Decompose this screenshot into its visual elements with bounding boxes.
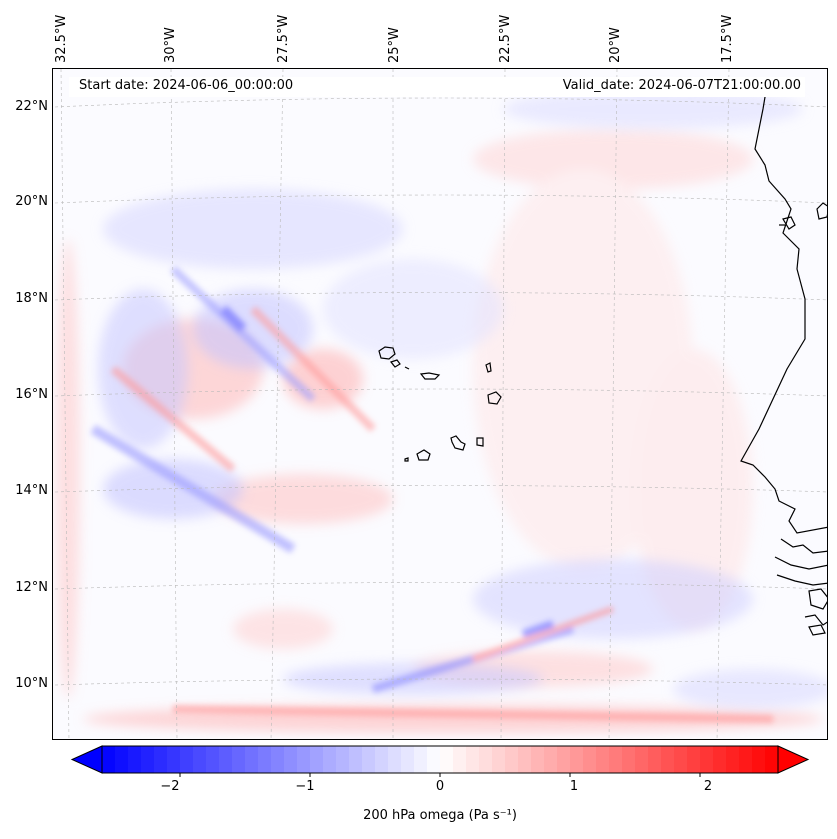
colorbar-cell xyxy=(492,746,506,773)
colorbar-cell xyxy=(687,746,701,773)
colorbar-cell xyxy=(154,746,168,773)
colorbar-cell xyxy=(505,746,519,773)
colorbar-cell xyxy=(193,746,207,773)
colorbar-cell xyxy=(401,746,415,773)
lat-label-12n: 12°N xyxy=(15,580,48,595)
colorbar-cell xyxy=(323,746,337,773)
lon-label-17-5w: 17.5°W xyxy=(720,14,735,63)
colorbar-cell xyxy=(518,746,532,773)
colorbar-cell xyxy=(466,746,480,773)
colorbar-cell xyxy=(180,746,194,773)
colorbar-cell xyxy=(349,746,363,773)
colorbar xyxy=(70,745,810,777)
colorbar-cell xyxy=(479,746,493,773)
colorbar-cell xyxy=(336,746,350,773)
colorbar-cell xyxy=(102,746,116,773)
colorbar-tick-label: −1 xyxy=(295,779,315,794)
colorbar-min-arrow xyxy=(70,745,103,774)
colorbar-cell xyxy=(414,746,428,773)
colorbar-cell xyxy=(583,746,597,773)
colorbar-cell xyxy=(206,746,220,773)
colorbar-cell xyxy=(544,746,558,773)
colorbar-cell xyxy=(141,746,155,773)
colorbar-cell xyxy=(375,746,389,773)
lat-label-10n: 10°N xyxy=(15,676,48,691)
valid-date-text: Valid_date: 2024-06-07T21:00:00.00 xyxy=(562,78,801,93)
colorbar-cell xyxy=(661,746,675,773)
start-date-text: Start date: 2024-06-06_00:00:00 xyxy=(79,78,294,93)
colorbar-cell xyxy=(674,746,688,773)
colorbar-max-arrow xyxy=(777,745,810,774)
lon-label-22-5w: 22.5°W xyxy=(498,14,513,63)
colorbar-cell xyxy=(388,746,402,773)
colorbar-cell xyxy=(115,746,129,773)
lon-label-20w: 20°W xyxy=(608,27,623,63)
colorbar-cell xyxy=(232,746,246,773)
lat-label-16n: 16°N xyxy=(15,387,48,402)
lat-label-22n: 22°N xyxy=(15,99,48,114)
colorbar-cell xyxy=(362,746,376,773)
omega-map: Start date: 2024-06-06_00:00:00 Valid_da… xyxy=(52,68,828,740)
colorbar-cell xyxy=(128,746,142,773)
lon-label-25w: 25°W xyxy=(387,27,402,63)
colorbar-cell xyxy=(167,746,181,773)
lon-label-32-5w: 32.5°W xyxy=(54,14,69,63)
colorbar-cell xyxy=(284,746,298,773)
colorbar-cell xyxy=(739,746,753,773)
colorbar-cell xyxy=(635,746,649,773)
lat-label-14n: 14°N xyxy=(15,483,48,498)
colorbar-cell xyxy=(648,746,662,773)
colorbar-cell xyxy=(726,746,740,773)
colorbar-cell xyxy=(258,746,272,773)
colorbar-cell xyxy=(271,746,285,773)
omega-field xyxy=(53,69,827,739)
africa-coastline xyxy=(740,84,827,636)
colorbar-cell xyxy=(440,746,454,773)
colorbar-cell xyxy=(609,746,623,773)
lon-label-30w: 30°W xyxy=(163,27,178,63)
lon-label-27-5w: 27.5°W xyxy=(276,14,291,63)
colorbar-cell xyxy=(700,746,714,773)
colorbar-cell xyxy=(453,746,467,773)
colorbar-cell xyxy=(310,746,324,773)
colorbar-tick-label: −2 xyxy=(160,779,180,794)
colorbar-label: 200 hPa omega (Pa s⁻¹) xyxy=(363,808,517,823)
annotation-band xyxy=(69,77,805,97)
colorbar-cell xyxy=(752,746,766,773)
colorbar-cell xyxy=(219,746,233,773)
colorbar-cell xyxy=(245,746,259,773)
colorbar-cell xyxy=(297,746,311,773)
colorbar-tick-label: 2 xyxy=(703,779,713,794)
colorbar-cell xyxy=(531,746,545,773)
colorbar-cell xyxy=(765,746,779,773)
lat-label-20n: 20°N xyxy=(15,194,48,209)
colorbar-cell xyxy=(570,746,584,773)
colorbar-tick-label: 0 xyxy=(435,779,445,794)
colorbar-cell xyxy=(427,746,441,773)
colorbar-cell xyxy=(713,746,727,773)
colorbar-tick-label: 1 xyxy=(569,779,579,794)
colorbar-cell xyxy=(557,746,571,773)
cape-verde-islands xyxy=(378,346,502,462)
colorbar-cell xyxy=(596,746,610,773)
lat-label-18n: 18°N xyxy=(15,291,48,306)
colorbar-cell xyxy=(622,746,636,773)
